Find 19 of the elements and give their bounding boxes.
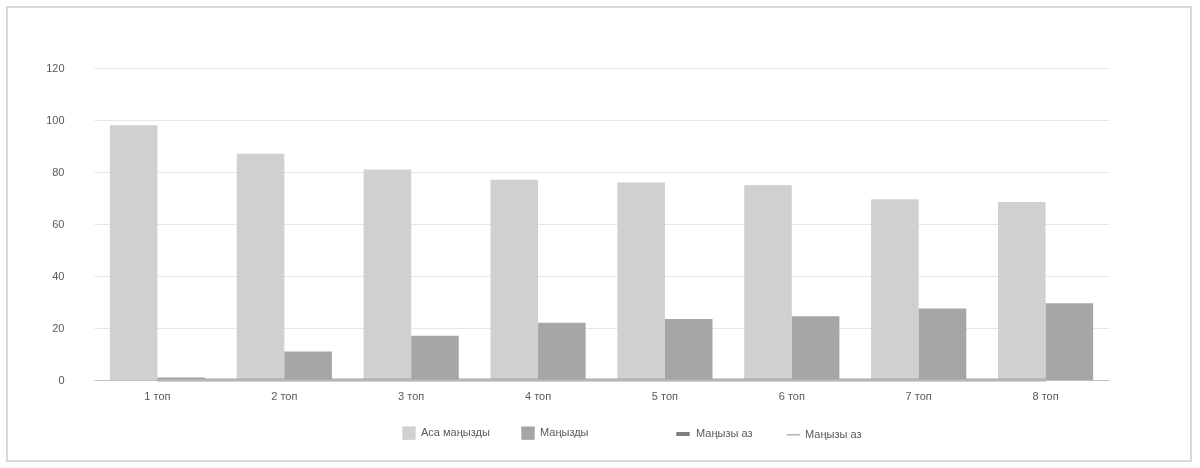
y-tick-label: 80 xyxy=(52,165,65,178)
y-tick-label: 100 xyxy=(46,113,65,126)
y-tick-label: 20 xyxy=(52,321,65,334)
x-tick-label: 6 топ xyxy=(778,389,805,402)
x-tick-label: 7 топ xyxy=(905,389,932,402)
legend-label: Аса маңызды xyxy=(421,426,490,439)
x-tick-label: 5 топ xyxy=(651,389,679,402)
x-tick-label: 3 топ xyxy=(398,389,425,402)
y-tick-label: 40 xyxy=(52,269,65,282)
y-tick-label: 0 xyxy=(58,373,65,386)
legend-label: Маңызды xyxy=(540,426,589,439)
x-tick-label: 2 топ xyxy=(271,389,298,402)
legend-label: Маңызы аз xyxy=(805,427,862,440)
x-tick-label: 8 топ xyxy=(1032,389,1059,402)
y-tick-label: 60 xyxy=(52,217,65,230)
y-tick-label: 120 xyxy=(46,61,65,74)
legend-label: Маңызы аз xyxy=(696,427,753,439)
x-tick-label: 4 топ xyxy=(524,389,552,402)
x-tick-label: 1 топ xyxy=(144,389,171,402)
